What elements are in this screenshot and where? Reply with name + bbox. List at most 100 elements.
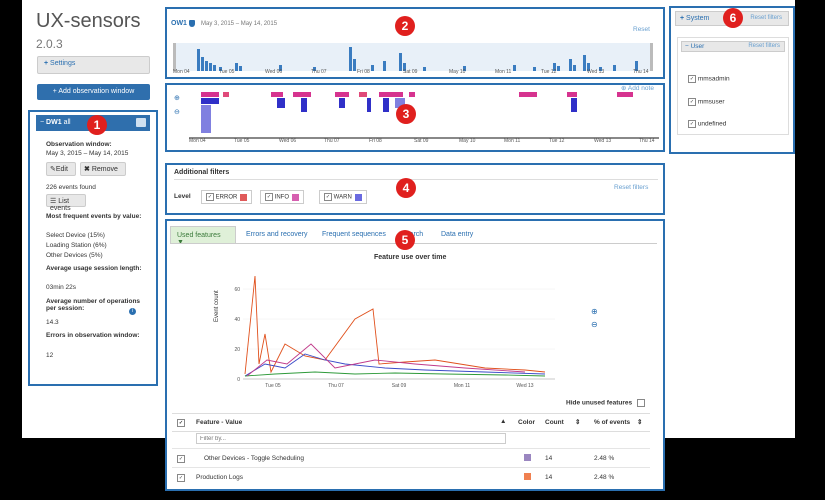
event-block[interactable] <box>567 92 577 97</box>
remove-button[interactable]: ✖ Remove <box>80 162 126 176</box>
event-block[interactable] <box>379 92 403 97</box>
axis-tick-label: Tue 05 <box>219 69 235 75</box>
filter-input[interactable] <box>196 433 506 444</box>
user-checkbox[interactable]: ✓ <box>688 98 696 106</box>
checkbox-icon: ✓ <box>206 193 214 201</box>
chart-title: Feature use over time <box>374 254 447 261</box>
col-pct[interactable]: % of events <box>594 419 631 426</box>
user-checkbox[interactable]: ✓ <box>688 75 696 83</box>
filter-info[interactable]: ✓ INFO <box>260 190 305 204</box>
event-block[interactable] <box>201 92 219 97</box>
feature-use-chart[interactable]: 0 20 40 60 Tue 05 Thu 07 Sat 09 Mon 11 Wed 13 <box>225 264 565 389</box>
event-block[interactable] <box>571 98 577 112</box>
event-block[interactable] <box>335 92 349 97</box>
event-block[interactable] <box>271 92 283 97</box>
event-block[interactable] <box>201 98 219 104</box>
collapse-icon: − <box>40 119 45 126</box>
most-frequent-item: Other Devices (5%) <box>46 252 103 259</box>
filter-error[interactable]: ✓ ERROR <box>201 190 253 204</box>
tab-data-entry[interactable]: Data entry <box>441 231 474 238</box>
histogram-bar <box>583 55 586 71</box>
histogram-bar <box>383 61 386 71</box>
edit-button[interactable]: ✎Edit <box>46 162 76 176</box>
axis-tick-label: Tue 12 <box>541 69 557 75</box>
row-color-swatch <box>524 473 531 480</box>
row-checkbox[interactable]: ✓ <box>177 474 185 482</box>
event-block[interactable] <box>339 98 345 108</box>
user-option[interactable]: ✓ undefined <box>688 120 726 128</box>
axis-tick-label: Thu 14 <box>633 69 649 75</box>
color-swatch <box>354 193 362 201</box>
close-icon: ✖ <box>84 166 90 173</box>
table-header: ✓ Feature - Value ▲ Color Count ⇕ % of e… <box>172 413 650 432</box>
settings-button[interactable]: + Settings <box>37 56 150 74</box>
brush-handle-right[interactable] <box>650 43 653 71</box>
event-blocks[interactable] <box>189 92 659 142</box>
timeline-histogram[interactable] <box>173 39 653 73</box>
sort-up-icon[interactable]: ▲ <box>500 418 507 425</box>
timeline-reset-link[interactable]: Reset <box>633 26 650 33</box>
user-reset-link[interactable]: Reset filters <box>748 43 780 49</box>
add-note-link[interactable]: ⊕ Add note <box>621 84 654 92</box>
col-feature[interactable]: Feature - Value <box>196 419 243 426</box>
axis-tick-label: Mon 11 <box>504 138 521 144</box>
table-row[interactable]: ✓ Production Logs 14 2.48 % <box>172 467 650 487</box>
window-menu-icon[interactable] <box>136 118 146 127</box>
histogram-bar <box>371 65 374 71</box>
hide-unused-checkbox[interactable] <box>636 399 645 407</box>
features-panel <box>165 219 665 491</box>
event-block[interactable] <box>617 92 633 97</box>
histogram-bar <box>213 65 216 71</box>
info-icon[interactable]: i <box>129 308 136 315</box>
user-filters-panel: + System Reset filters − User Reset filt… <box>669 6 795 154</box>
tab-frequent-sequences[interactable]: Frequent sequences <box>322 231 386 238</box>
sort-icon[interactable]: ⇕ <box>637 419 643 426</box>
zoom-out-icon[interactable]: ⊖ <box>174 109 180 116</box>
events-axis: Mon 04 Tue 05 Wed 06 Thu 07 Fri 08 Sat 09 May … <box>189 138 659 146</box>
user-option[interactable]: ✓ mmsuser <box>688 98 725 106</box>
axis-tick-label: Mon 04 <box>189 138 206 144</box>
col-count[interactable]: Count <box>545 419 564 426</box>
table-row[interactable]: ✓ Other Devices - Toggle Scheduling 14 2… <box>172 448 650 468</box>
event-block[interactable] <box>223 92 229 97</box>
list-events-button[interactable]: ☰ List events <box>46 194 86 212</box>
tab-used-features[interactable]: Used features ▼ <box>170 226 236 246</box>
axis-tick-label: Thu 07 <box>311 69 327 75</box>
col-color[interactable]: Color <box>518 419 535 426</box>
event-block[interactable] <box>359 92 367 97</box>
event-block[interactable] <box>277 98 285 108</box>
user-checkbox[interactable]: ✓ <box>688 120 696 128</box>
event-block[interactable] <box>293 92 311 97</box>
sort-icon[interactable]: ⇕ <box>575 419 581 426</box>
reset-filters-link[interactable]: Reset filters <box>614 184 649 191</box>
timeline-brush-area[interactable] <box>173 43 653 71</box>
filters-title-rule <box>174 179 658 180</box>
event-block[interactable] <box>301 98 307 112</box>
event-block[interactable] <box>519 92 537 97</box>
add-observation-window-button[interactable]: + Add observation window <box>37 84 150 100</box>
filter-warn[interactable]: ✓ WARN <box>319 190 367 204</box>
user-option[interactable]: ✓ mmsadmin <box>688 75 730 83</box>
event-block[interactable] <box>201 105 211 133</box>
event-block[interactable] <box>367 98 371 112</box>
hide-unused-toggle[interactable]: Hide unused features <box>566 399 645 407</box>
event-block[interactable] <box>383 98 389 112</box>
row-checkbox[interactable]: ✓ <box>177 455 185 463</box>
axis-tick-label: Tue 12 <box>549 138 565 144</box>
chart-zoom-in-icon[interactable]: ⊕ <box>591 307 598 316</box>
obs-label: Observation window: <box>46 141 112 148</box>
system-reset-link[interactable]: Reset filters <box>750 15 782 21</box>
hide-unused-label: Hide unused features <box>566 399 633 407</box>
event-block[interactable] <box>409 92 415 97</box>
tab-errors-recovery[interactable]: Errors and recovery <box>246 231 308 238</box>
event-block[interactable] <box>395 98 405 108</box>
brush-handle-left[interactable] <box>173 43 176 71</box>
histogram-bar <box>599 67 602 71</box>
chart-zoom-out-icon[interactable]: ⊖ <box>591 320 598 329</box>
most-frequent-heading: Most frequent events by value: <box>46 213 142 220</box>
zoom-in-icon[interactable]: ⊕ <box>174 95 180 102</box>
user-header[interactable]: − User Reset filters <box>681 41 785 52</box>
select-all-checkbox[interactable]: ✓ <box>177 419 185 427</box>
plus-icon: + <box>44 60 49 67</box>
row-feature: Production Logs <box>196 474 243 481</box>
